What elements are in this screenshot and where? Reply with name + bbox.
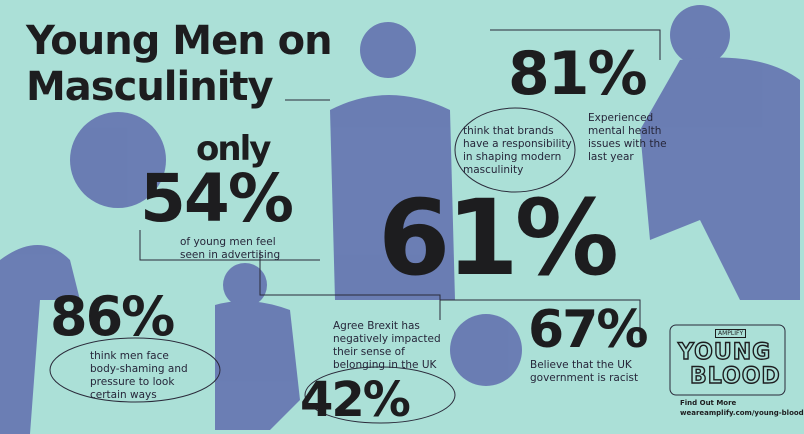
portrait xyxy=(450,314,522,386)
logo-brand: AMPLIFY xyxy=(715,329,747,338)
torso xyxy=(640,57,800,300)
torso xyxy=(215,301,300,430)
line xyxy=(285,29,661,101)
stat-value: 86% xyxy=(50,285,175,348)
stat-value: 61% xyxy=(378,177,619,299)
title-line: Masculinity xyxy=(26,64,274,110)
stat-caption: Agree Brexit has negatively impacted the… xyxy=(333,320,441,371)
loop xyxy=(49,337,221,403)
head xyxy=(360,22,416,78)
stat-caption: Believe that the UK government is racist xyxy=(530,359,639,384)
stat-caption: of young men feel seen in advertising xyxy=(180,236,281,261)
line xyxy=(259,250,441,320)
head xyxy=(223,263,267,307)
figures xyxy=(0,5,800,434)
logo-line: YOUNG xyxy=(677,340,772,365)
portrait xyxy=(70,112,166,208)
logo-frame xyxy=(669,324,786,396)
stat-value: 81% xyxy=(508,39,648,109)
connector-lines xyxy=(49,29,786,424)
loop xyxy=(304,366,456,424)
silhouette xyxy=(0,245,80,434)
cta: Find Out More xyxy=(680,399,737,407)
title: Young Men on Masculinity xyxy=(26,18,333,110)
stat-value: 42% xyxy=(300,372,411,428)
line xyxy=(139,230,320,261)
line xyxy=(440,299,641,340)
stat-caption: think men face body-shaming and pressure… xyxy=(90,350,188,401)
stat-caption: think that brands have a responsibility … xyxy=(463,125,572,176)
logo-line: BLOOD xyxy=(689,364,781,389)
stat-value: 54% xyxy=(140,160,294,237)
url: weareamplify.com/young-blood xyxy=(680,409,804,417)
stat-value: 67% xyxy=(528,300,648,360)
title-line: Young Men on xyxy=(26,18,333,64)
torso xyxy=(330,95,455,300)
loop xyxy=(454,107,576,193)
stat-caption: Experienced mental health issues with th… xyxy=(588,112,667,163)
head xyxy=(670,5,730,65)
stat-prefix: only xyxy=(196,129,271,169)
